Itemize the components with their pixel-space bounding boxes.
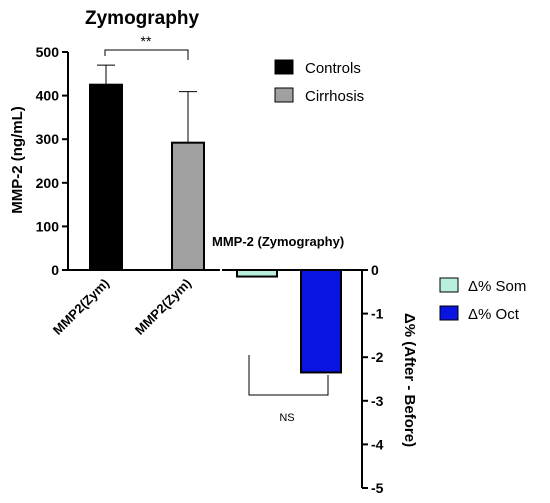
right-y-tick-label: -5 — [371, 480, 384, 496]
legend-swatch-delta-som — [439, 277, 459, 293]
left-significance-label: ** — [141, 33, 152, 49]
legend-label-delta-som: Δ% Som — [468, 278, 526, 295]
zymography-chart: Zymography MMP-2 (ng/mL) 0 100 200 300 400 50… — [9, 8, 364, 338]
legend-swatch-controls — [274, 59, 294, 75]
legend-label-cirrhosis: Cirrhosis — [305, 88, 364, 105]
right-y-axis-label: Δ% (After - Before) — [401, 313, 418, 447]
right-y-tick-label: 0 — [371, 262, 379, 278]
left-y-tick-label: 200 — [36, 175, 60, 191]
left-y-tick-label: 400 — [36, 88, 60, 104]
right-chart-title: MMP-2 (Zymography) — [212, 234, 344, 249]
legend-label-controls: Controls — [305, 60, 361, 77]
right-y-tick-label: -2 — [371, 349, 384, 365]
right-legend: Δ% Som Δ% Oct — [439, 277, 526, 323]
right-y-tick-label: -1 — [371, 306, 384, 322]
left-category-label: MMP2(Zym) — [50, 276, 112, 338]
left-y-tick-label: 0 — [51, 262, 59, 278]
left-y-tick-label: 100 — [36, 218, 60, 234]
bar-delta-oct — [300, 269, 342, 374]
left-bars — [89, 64, 205, 271]
left-category-labels: MMP2(Zym) MMP2(Zym) — [50, 276, 194, 338]
legend-swatch-delta-oct — [439, 305, 459, 321]
right-bars — [236, 269, 342, 374]
right-significance-bracket — [248, 355, 329, 396]
right-significance-label: NS — [279, 412, 294, 424]
left-y-tick-label: 500 — [36, 44, 60, 60]
left-significance-bracket — [104, 49, 189, 60]
left-chart-title: Zymography — [85, 8, 199, 29]
delta-chart: MMP-2 (Zymography) 0 -1 -2 -3 -4 -5 Δ% (After… — [212, 234, 526, 496]
right-y-tick-label: -4 — [371, 436, 384, 452]
bar-controls — [89, 83, 123, 271]
legend-label-delta-oct: Δ% Oct — [468, 306, 520, 323]
legend-swatch-cirrhosis — [274, 87, 294, 103]
left-y-tick-label: 300 — [36, 131, 60, 147]
bar-cirrhosis — [171, 141, 205, 271]
left-y-ticks: 0 100 200 300 400 500 — [36, 44, 68, 278]
left-y-axis-label: MMP-2 (ng/mL) — [9, 106, 26, 213]
right-y-ticks: 0 -1 -2 -3 -4 -5 — [362, 262, 384, 496]
right-y-tick-label: -3 — [371, 393, 384, 409]
bar-delta-som — [236, 269, 278, 278]
left-legend: Controls Cirrhosis — [274, 59, 364, 105]
left-category-label: MMP2(Zym) — [132, 276, 194, 338]
